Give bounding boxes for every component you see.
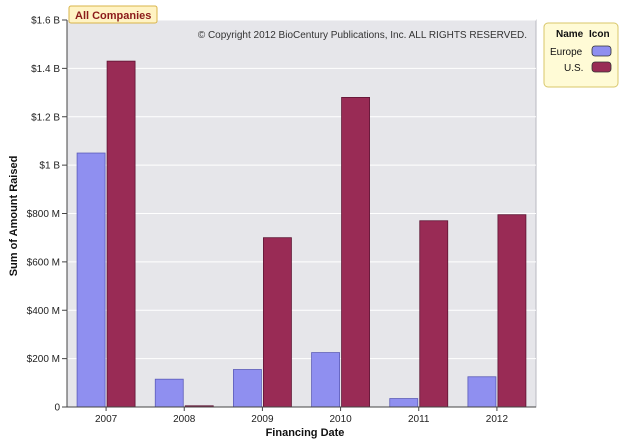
y-tick-label: $800 M [27,209,60,220]
legend-swatch-us [591,61,612,73]
bar-us-2009[interactable] [263,237,292,408]
y-tick-label: $1.2 B [31,112,60,123]
y-tick-label: $600 M [27,257,60,268]
bar-europe-2010[interactable] [311,352,340,408]
y-tick-label: 0 [54,403,60,414]
bar-europe-2008[interactable] [154,378,184,408]
legend-label-europe: Europe [550,47,583,58]
legend-header-name: Name [556,29,584,40]
y-tick-label: $1.4 B [31,64,60,75]
y-tick-label: $200 M [27,354,60,365]
x-axis-title: Financing Date [266,427,345,439]
filter-tag[interactable] [68,5,158,24]
bar-us-2011[interactable] [419,220,449,408]
legend-header-icon: Icon [589,29,610,40]
legend: Name Icon Europe U.S. [543,22,619,88]
bar-us-2012[interactable] [497,214,527,408]
y-tick-label: $1.6 B [31,16,60,27]
bar-europe-2012[interactable] [467,376,497,408]
x-tick-label: 2011 [408,414,430,425]
x-tick-label: 2008 [173,414,196,425]
y-tick-label: $400 M [27,306,60,317]
legend-swatch-europe [591,45,612,57]
y-axis-title: Sum of Amount Raised [8,156,20,277]
bar-europe-2011[interactable] [389,398,419,408]
y-axis-ticks: 0 $200 M $400 M $600 M $800 M $1 B $1.2 B $1.4 … [27,16,67,414]
x-tick-label: 2010 [329,414,352,425]
x-tick-label: 2009 [251,414,274,425]
x-tick-label: 2012 [486,414,509,425]
bar-us-2007[interactable] [106,60,136,408]
bars-layer [76,60,527,408]
y-tick-label: $1 B [39,161,60,172]
filter-tag-label: All Companies [75,10,151,22]
x-tick-label: 2007 [95,414,118,425]
bar-europe-2009[interactable] [233,369,262,408]
x-axis-ticks: 2007 2008 2009 2010 2011 2012 [95,407,509,425]
bar-europe-2007[interactable] [76,152,106,408]
bar-us-2010[interactable] [341,97,370,408]
copyright-notice: © Copyright 2012 BioCentury Publications… [198,30,527,41]
legend-label-us: U.S. [564,63,583,74]
